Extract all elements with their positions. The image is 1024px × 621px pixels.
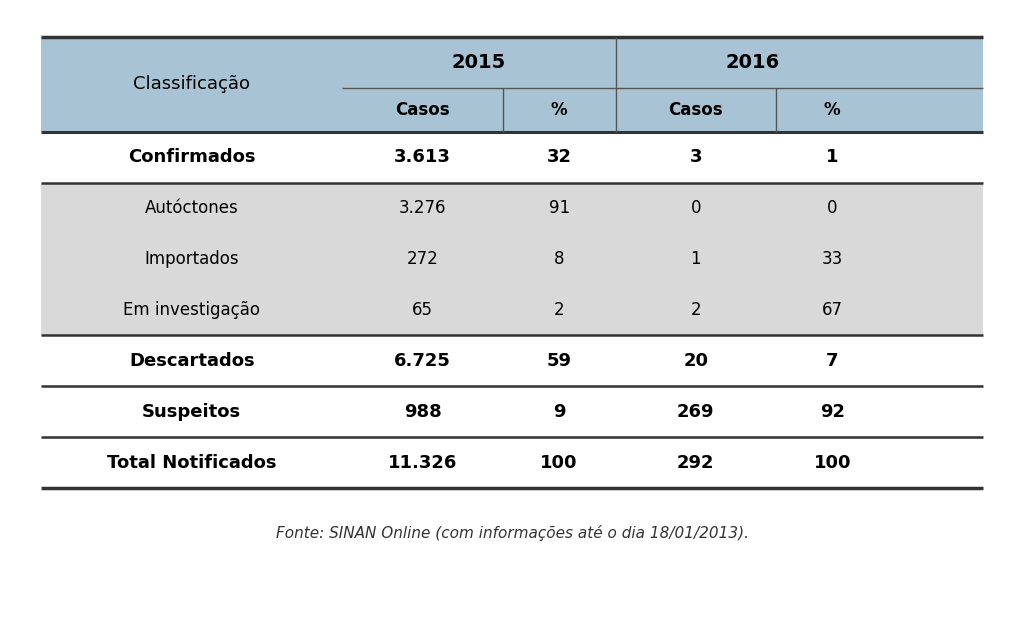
Text: 2016: 2016	[725, 53, 779, 72]
Text: Classificação: Classificação	[133, 76, 250, 93]
Text: 2015: 2015	[452, 53, 506, 72]
Bar	[41, 233, 983, 284]
Text: Suspeitos: Suspeitos	[142, 403, 242, 420]
Text: Confirmados: Confirmados	[128, 148, 255, 166]
Text: 272: 272	[407, 250, 438, 268]
Bar	[41, 386, 983, 437]
Text: 1: 1	[690, 250, 701, 268]
Text: Casos: Casos	[395, 101, 450, 119]
Text: 91: 91	[549, 199, 569, 217]
Text: 100: 100	[813, 454, 851, 471]
Text: 20: 20	[683, 352, 709, 369]
Text: 11.326: 11.326	[388, 454, 457, 471]
Bar	[41, 132, 983, 183]
Text: 7: 7	[826, 352, 839, 369]
Bar	[41, 335, 983, 386]
Bar	[41, 183, 983, 233]
Text: 1: 1	[826, 148, 839, 166]
Text: %: %	[824, 101, 841, 119]
Text: 67: 67	[822, 301, 843, 319]
Text: 6.725: 6.725	[394, 352, 451, 369]
Text: 59: 59	[547, 352, 571, 369]
Text: Importados: Importados	[144, 250, 239, 268]
Text: 8: 8	[554, 250, 564, 268]
Text: 2: 2	[554, 301, 564, 319]
Text: 988: 988	[403, 403, 441, 420]
Text: 92: 92	[820, 403, 845, 420]
Text: 3: 3	[689, 148, 702, 166]
Text: 33: 33	[821, 250, 843, 268]
Bar	[41, 437, 983, 488]
Text: 2: 2	[690, 301, 701, 319]
Text: Casos: Casos	[669, 101, 723, 119]
Text: Fonte: SINAN Online (com informações até o dia 18/01/2013).: Fonte: SINAN Online (com informações até…	[275, 525, 749, 542]
Text: 100: 100	[541, 454, 578, 471]
Text: 0: 0	[827, 199, 838, 217]
Text: 0: 0	[690, 199, 701, 217]
Text: 65: 65	[412, 301, 433, 319]
Text: Total Notificados: Total Notificados	[106, 454, 276, 471]
Text: 269: 269	[677, 403, 715, 420]
Text: Descartados: Descartados	[129, 352, 255, 369]
Text: 3.613: 3.613	[394, 148, 451, 166]
Text: %: %	[551, 101, 567, 119]
Text: Autóctones: Autóctones	[144, 199, 239, 217]
Bar	[41, 284, 983, 335]
Bar	[41, 37, 983, 132]
Text: Em investigação: Em investigação	[123, 301, 260, 319]
Text: 3.276: 3.276	[398, 199, 446, 217]
Text: 9: 9	[553, 403, 565, 420]
Text: 292: 292	[677, 454, 715, 471]
Text: 32: 32	[547, 148, 571, 166]
